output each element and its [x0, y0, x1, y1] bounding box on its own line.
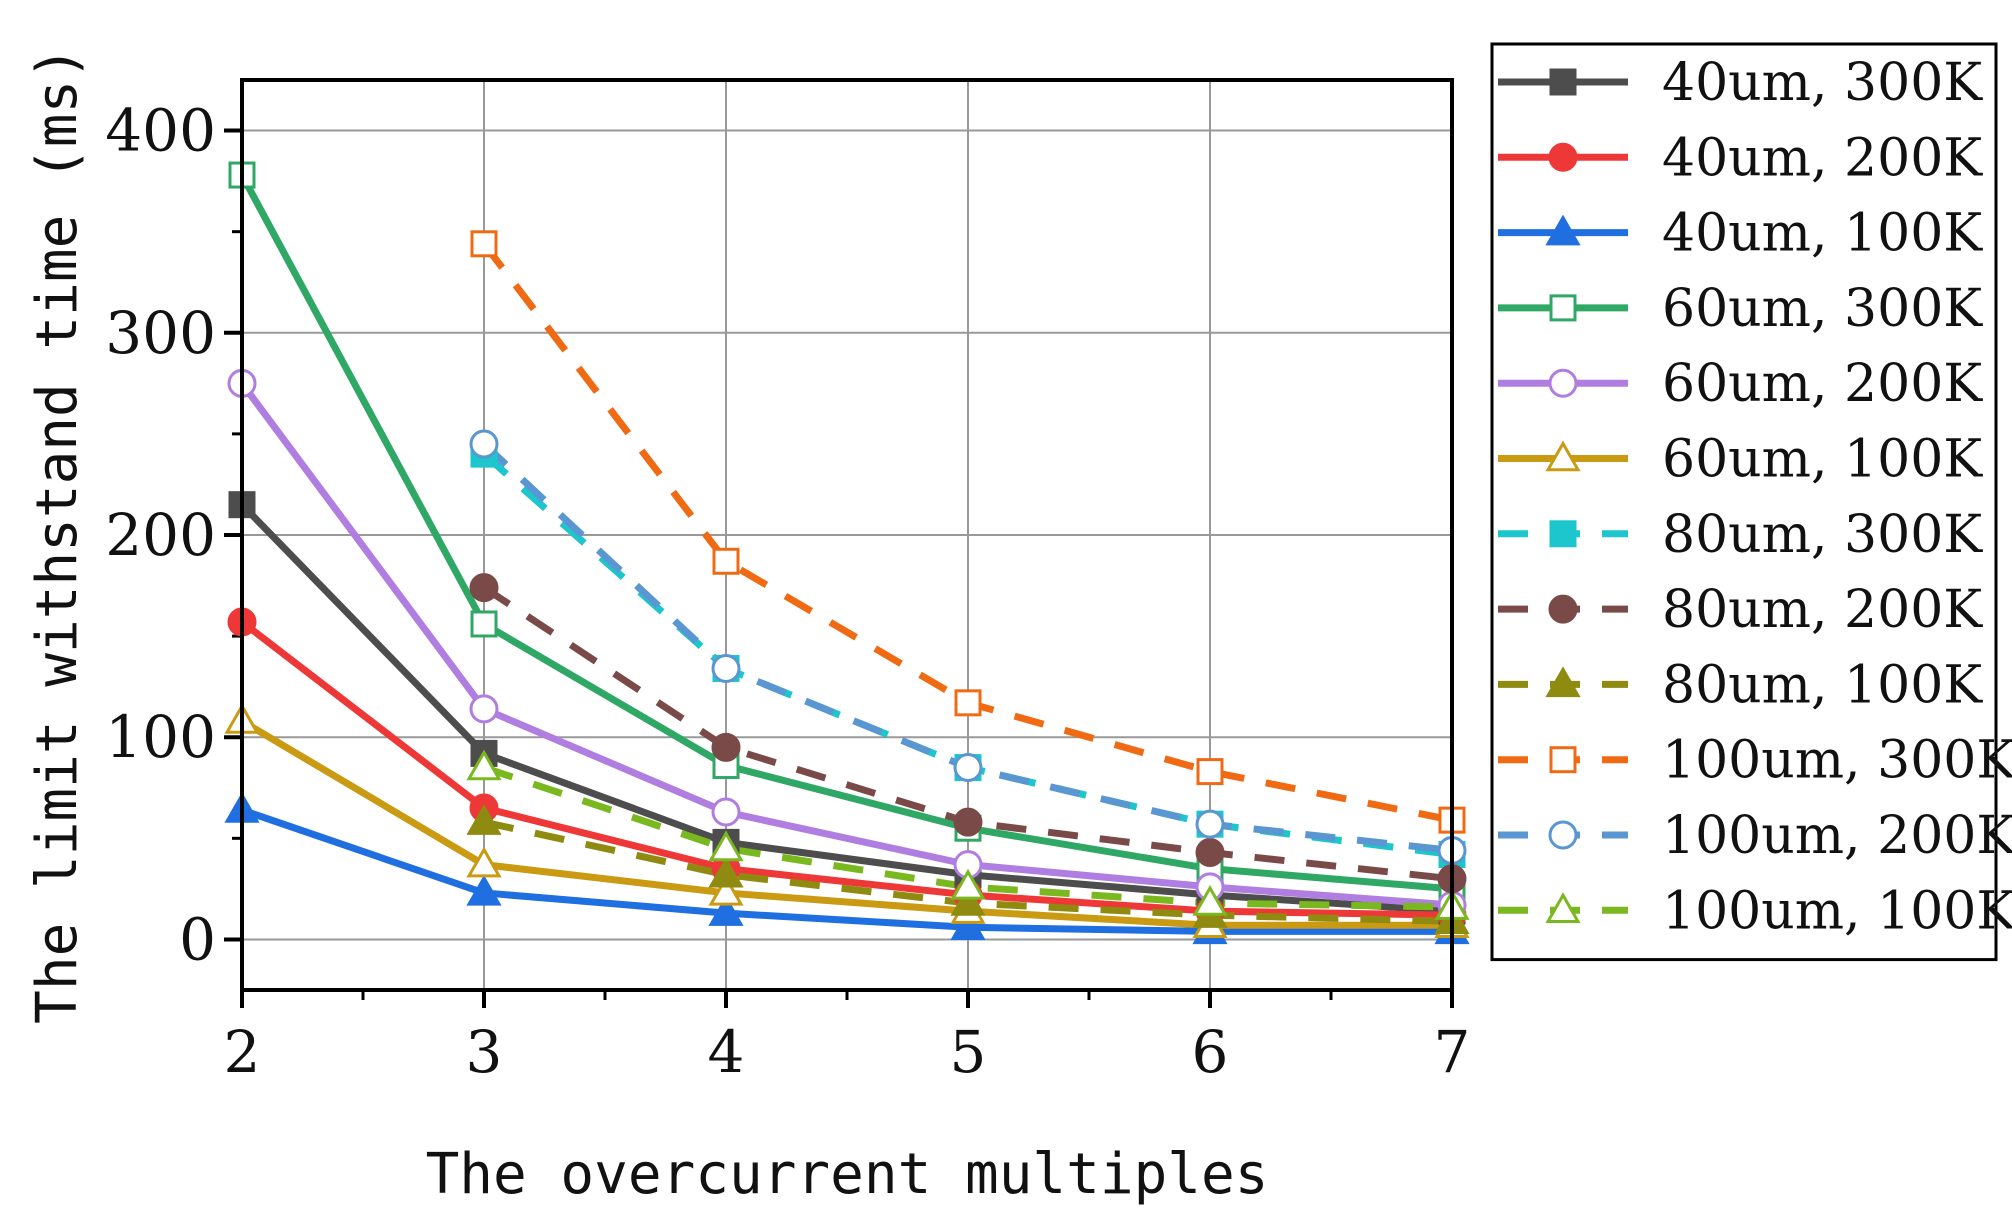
- x-tick-label: 5: [950, 1018, 987, 1086]
- legend-marker: [1549, 294, 1577, 322]
- series-line-12: [482, 764, 1452, 911]
- data-point-9: [708, 856, 744, 888]
- data-point-3: [466, 874, 502, 906]
- grid-lines: [242, 80, 1452, 990]
- data-point-8: [953, 807, 983, 837]
- data-point-8: [1195, 837, 1225, 867]
- data-point-4: [470, 610, 498, 638]
- data-point-10: [1196, 758, 1224, 786]
- data-point-10: [470, 230, 498, 258]
- y-tick-label: 400: [105, 97, 216, 165]
- legend-marker: [1545, 440, 1581, 472]
- legend-marker: [1545, 892, 1581, 924]
- plot-area-border: [240, 78, 1454, 992]
- legend-label: 60um, 100K: [1662, 430, 1983, 490]
- legend-label: 40um, 300K: [1662, 53, 1983, 113]
- data-point-3: [708, 895, 744, 926]
- series-line-3: [242, 806, 1452, 935]
- data-point-12: [950, 868, 986, 900]
- y-axis-title: The limit withstand time (ms): [25, 46, 90, 1024]
- y-tick-label: 100: [105, 703, 216, 771]
- data-point-6: [466, 846, 502, 878]
- legend-marker: [1548, 594, 1578, 624]
- series-line-2: [242, 619, 1452, 919]
- legend-label: 80um, 300K: [1662, 505, 1983, 565]
- legend-box: [1490, 42, 1998, 962]
- data-point-8: [469, 573, 499, 603]
- x-axis-title: The overcurrent multiples: [426, 1142, 1269, 1207]
- legend-marker: [1548, 820, 1578, 850]
- data-point-3: [950, 909, 986, 941]
- series-line-5: [242, 381, 1452, 909]
- y-tick-label: 300: [105, 299, 216, 367]
- series-line-4: [242, 173, 1452, 893]
- data-point-11: [711, 653, 741, 683]
- y-tick-label: 200: [105, 501, 216, 569]
- legend-marker: [1549, 520, 1577, 548]
- x-tick-label: 3: [466, 1018, 503, 1086]
- x-tick-label: 7: [1434, 1018, 1471, 1086]
- legend-label: 60um, 200K: [1662, 354, 1983, 414]
- legend-label: 60um, 300K: [1662, 279, 1983, 339]
- x-tick-label: 2: [224, 1018, 261, 1086]
- data-point-11: [1195, 809, 1225, 839]
- series-line-1: [242, 502, 1452, 915]
- legend-marker: [1549, 68, 1577, 96]
- data-point-8: [711, 732, 741, 762]
- x-tick-label: 6: [1192, 1018, 1229, 1086]
- legend-marker: [1549, 746, 1577, 774]
- data-point-10: [954, 689, 982, 717]
- legend-label: 80um, 200K: [1662, 580, 1983, 640]
- legend-label: 40um, 100K: [1662, 204, 1983, 264]
- x-tick-labels: 2 3 4 5 6 7: [224, 1018, 1471, 1086]
- legend-label: 100um, 200K: [1662, 806, 2012, 866]
- legend-marker: [1545, 666, 1581, 698]
- data-point-9: [950, 885, 986, 916]
- legend: 40um, 300K 40um, 200K 40um, 100K 60um, 300K…: [1490, 42, 2012, 962]
- y-tick-labels: 0 100 200 300 400: [105, 97, 216, 974]
- legend-label: 80um, 100K: [1662, 655, 1983, 715]
- x-tick-label: 4: [708, 1018, 745, 1086]
- legend-label: 100um, 300K: [1662, 731, 2012, 791]
- data-point-5: [711, 797, 741, 827]
- legend-marker: [1548, 142, 1578, 172]
- series-line-6: [242, 718, 1452, 929]
- legend-marker: [1545, 214, 1581, 246]
- data-point-6: [708, 874, 744, 906]
- data-point-12: [708, 830, 744, 862]
- data-point-12: [466, 749, 502, 781]
- data-point-10: [712, 547, 740, 575]
- data-point-5: [469, 694, 499, 724]
- legend-marker: [1548, 368, 1578, 398]
- plot-frame: [240, 78, 1454, 992]
- legend-label: 100um, 100K: [1662, 881, 2012, 941]
- data-point-11: [953, 753, 983, 783]
- data-point-11: [469, 429, 499, 459]
- data-point-12: [1192, 885, 1228, 916]
- series-group: [242, 173, 1452, 935]
- data-point-9: [466, 804, 502, 835]
- legend-label: 40um, 200K: [1662, 128, 1983, 188]
- y-tick-label: 0: [179, 905, 216, 973]
